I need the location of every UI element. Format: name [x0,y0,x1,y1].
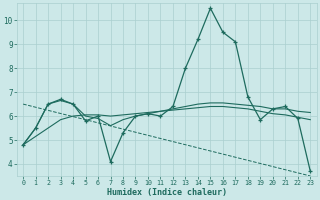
X-axis label: Humidex (Indice chaleur): Humidex (Indice chaleur) [107,188,227,197]
